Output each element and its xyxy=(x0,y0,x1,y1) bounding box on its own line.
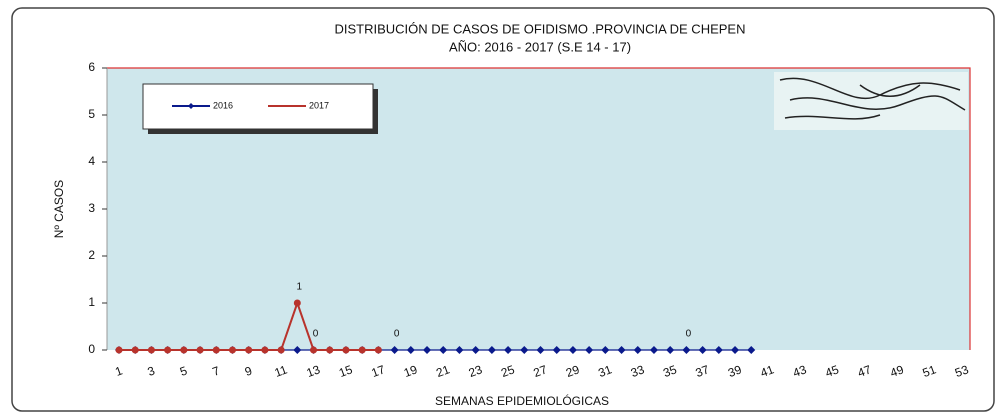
chart: DISTRIBUCIÓN DE CASOS DE OFIDISMO .PROVI… xyxy=(0,0,1004,419)
y-tick-label: 5 xyxy=(88,107,95,121)
data-label: 0 xyxy=(686,329,692,340)
marker xyxy=(375,347,382,354)
y-tick-label: 2 xyxy=(88,248,95,262)
marker xyxy=(180,347,187,354)
marker xyxy=(132,347,139,354)
data-label: 0 xyxy=(394,329,400,340)
marker xyxy=(310,347,317,354)
data-label: 1 xyxy=(297,282,303,293)
legend-label: 2016 xyxy=(213,100,233,110)
data-label: 0 xyxy=(313,329,319,340)
y-tick-label: 1 xyxy=(88,295,95,309)
legend-label: 2017 xyxy=(309,100,329,110)
chart-subtitle: AÑO: 2016 - 2017 (S.E 14 - 17) xyxy=(449,39,631,54)
marker xyxy=(164,347,171,354)
marker xyxy=(245,347,252,354)
y-tick-label: 3 xyxy=(88,201,95,215)
marker xyxy=(197,347,204,354)
marker xyxy=(261,347,268,354)
chart-title: DISTRIBUCIÓN DE CASOS DE OFIDISMO .PROVI… xyxy=(334,21,745,36)
marker xyxy=(148,347,155,354)
marker xyxy=(294,300,301,307)
marker xyxy=(359,347,366,354)
marker xyxy=(278,347,285,354)
y-tick-label: 0 xyxy=(88,342,95,356)
marker xyxy=(326,347,333,354)
marker xyxy=(229,347,236,354)
marker xyxy=(213,347,220,354)
y-tick-label: 4 xyxy=(88,154,95,168)
marker xyxy=(342,347,349,354)
y-tick-label: 6 xyxy=(88,60,95,74)
decoration xyxy=(774,72,968,130)
y-axis-title: Nº CASOS xyxy=(52,180,66,238)
marker xyxy=(116,347,123,354)
x-axis-title: SEMANAS EPIDEMIOLÓGICAS xyxy=(435,393,609,408)
